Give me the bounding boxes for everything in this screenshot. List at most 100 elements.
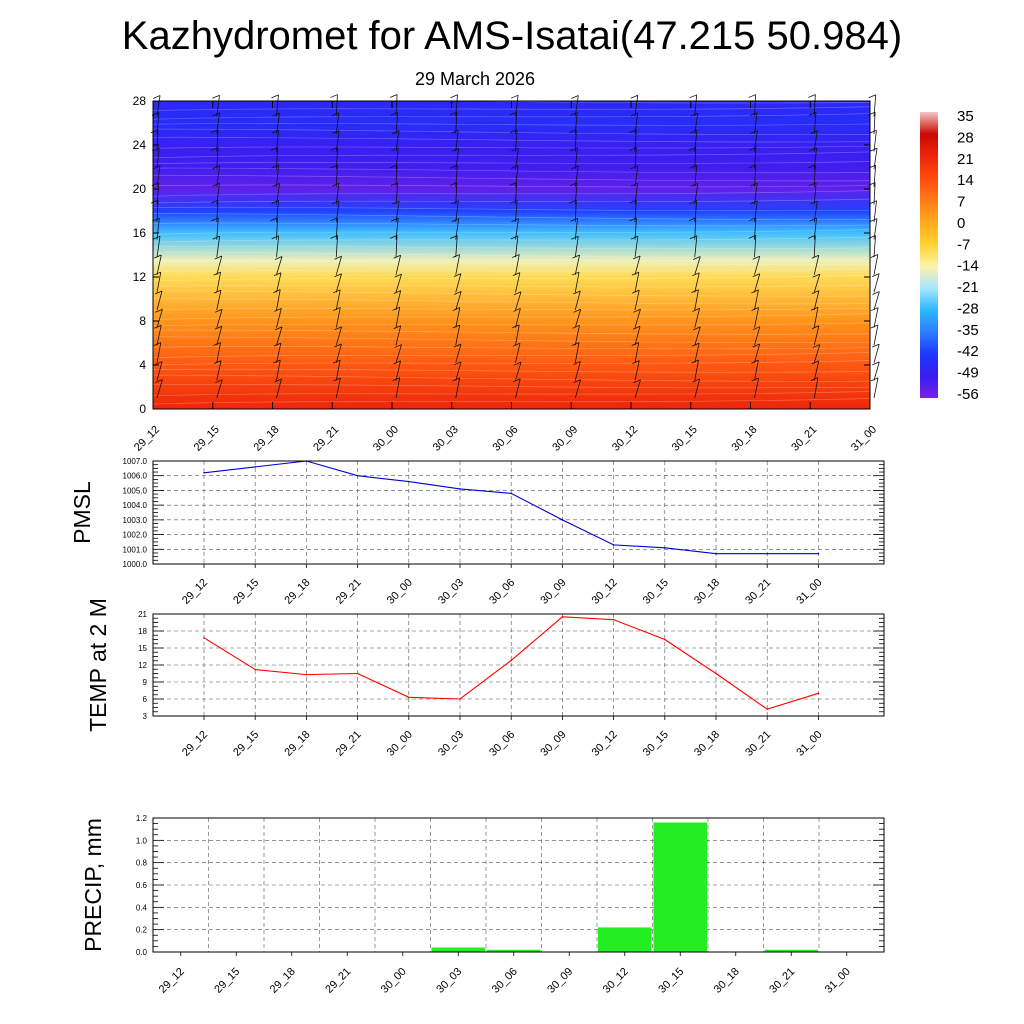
wind-barb	[754, 94, 757, 117]
wind-barb	[574, 379, 582, 399]
wind-barb	[276, 289, 281, 311]
wind-barb	[694, 183, 699, 205]
wind-barb	[156, 254, 162, 275]
colorbar-label: -7	[957, 236, 970, 253]
wind-barb	[634, 217, 637, 240]
wind-barb	[216, 217, 219, 240]
wind-barb-flag	[391, 217, 399, 222]
wind-barb	[455, 291, 462, 311]
wind-barb-flag	[750, 182, 758, 187]
wind-barb-flag	[212, 165, 220, 170]
wind-barb	[216, 95, 220, 117]
pmsl-x-tick-label: 30_18	[692, 577, 722, 607]
wind-barb	[694, 165, 698, 187]
temp-2m-x-tick-label: 30_18	[692, 729, 722, 759]
wind-barb	[156, 379, 163, 399]
wind-barb-flag	[451, 129, 459, 134]
wind-barb	[156, 290, 163, 311]
wind-barb-flag	[274, 326, 283, 331]
contour-line	[152, 284, 871, 288]
wind-barb	[335, 112, 340, 135]
wind-barb-flag	[630, 94, 638, 99]
wind-barb	[276, 165, 279, 187]
heatmap-x-tick-label: 29_12	[132, 424, 162, 454]
wind-barb	[276, 235, 280, 258]
pmsl-y-tick-label: 1001.0	[123, 545, 148, 554]
wind-barb-flag	[808, 182, 817, 187]
wind-barb	[574, 95, 579, 117]
wind-barb	[156, 182, 160, 205]
wind-barb-flag	[811, 325, 820, 330]
wind-barb-flag	[334, 343, 342, 348]
wind-barb	[634, 360, 640, 381]
temp-2m-x-tick-label: 31_00	[794, 729, 824, 759]
wind-barb-flag	[512, 342, 521, 347]
wind-barb-flag	[690, 183, 698, 187]
wind-barb	[216, 342, 221, 363]
precip-y-tick-label: 0.6	[136, 881, 148, 890]
wind-barb-flag	[150, 199, 159, 204]
pmsl-x-tick-label: 30_06	[487, 577, 517, 607]
wind-barb	[754, 164, 757, 187]
pmsl-y-tick-label: 1002.0	[123, 531, 148, 540]
wind-barb	[813, 147, 817, 170]
wind-barb	[276, 217, 278, 240]
wind-barb-flag	[570, 147, 578, 152]
contour-line	[152, 245, 871, 250]
temp-2m-point	[254, 668, 256, 671]
temp-2m-x-tick-label: 29_15	[231, 729, 261, 759]
temp-2m-point	[715, 672, 717, 675]
wind-barb-flag	[569, 199, 577, 204]
wind-barb	[813, 201, 818, 223]
temp-2m-y-tick-label: 18	[138, 627, 147, 636]
wind-barb-flag	[394, 273, 402, 278]
wind-barb	[754, 343, 761, 363]
pmsl-point	[766, 552, 768, 555]
wind-barb-flag	[872, 361, 880, 366]
wind-barb	[574, 182, 578, 205]
wind-barb	[694, 130, 698, 152]
wind-barb	[813, 290, 820, 311]
wind-barb	[156, 112, 160, 135]
wind-barb	[335, 343, 342, 363]
wind-barb	[754, 147, 757, 170]
wind-barb-flag	[330, 94, 338, 98]
pmsl-x-tick-label: 30_03	[436, 577, 466, 607]
precip-bar	[431, 947, 485, 952]
wind-barb	[754, 183, 758, 205]
contour-line	[152, 268, 871, 273]
pmsl-x-tick-label: 30_21	[743, 577, 773, 607]
wind-barb	[515, 182, 518, 205]
colorbar-label: -21	[957, 279, 979, 296]
contour-line	[152, 313, 871, 320]
contour-line	[152, 145, 871, 149]
wind-barb-flag	[390, 182, 399, 187]
wind-barb	[873, 291, 880, 311]
contour-line	[152, 374, 871, 382]
y-tick-label: 4	[139, 358, 146, 372]
contour-line	[152, 398, 871, 405]
temp-2m-y-tick-label: 12	[138, 661, 147, 670]
heatmap-x-tick-label: 30_18	[730, 424, 760, 454]
wind-barb	[395, 218, 399, 240]
contour-line	[152, 106, 871, 112]
wind-barb	[694, 200, 698, 223]
wind-barb-flag	[271, 94, 279, 99]
wind-barb	[634, 129, 637, 152]
wind-barb-flag	[811, 290, 820, 294]
temp-2m-point	[612, 618, 615, 621]
wind-barb-flag	[453, 273, 462, 277]
wind-barb-flag	[630, 182, 638, 187]
wind-barb-flag	[688, 146, 696, 151]
heatmap-x-tick-label: 30_03	[431, 424, 461, 454]
pmsl-x-tick-label: 29_21	[334, 577, 364, 607]
wind-barb-flag	[274, 308, 282, 312]
wind-barb	[216, 165, 220, 187]
wind-barb	[276, 378, 282, 399]
wind-barb	[276, 130, 280, 152]
wind-barb-flag	[271, 235, 279, 240]
wind-barb-flag	[510, 165, 519, 169]
wind-barb	[216, 183, 220, 205]
chart-subtitle: 29 March 2026	[414, 69, 536, 89]
precip-x-tick-label: 29_21	[323, 966, 353, 996]
